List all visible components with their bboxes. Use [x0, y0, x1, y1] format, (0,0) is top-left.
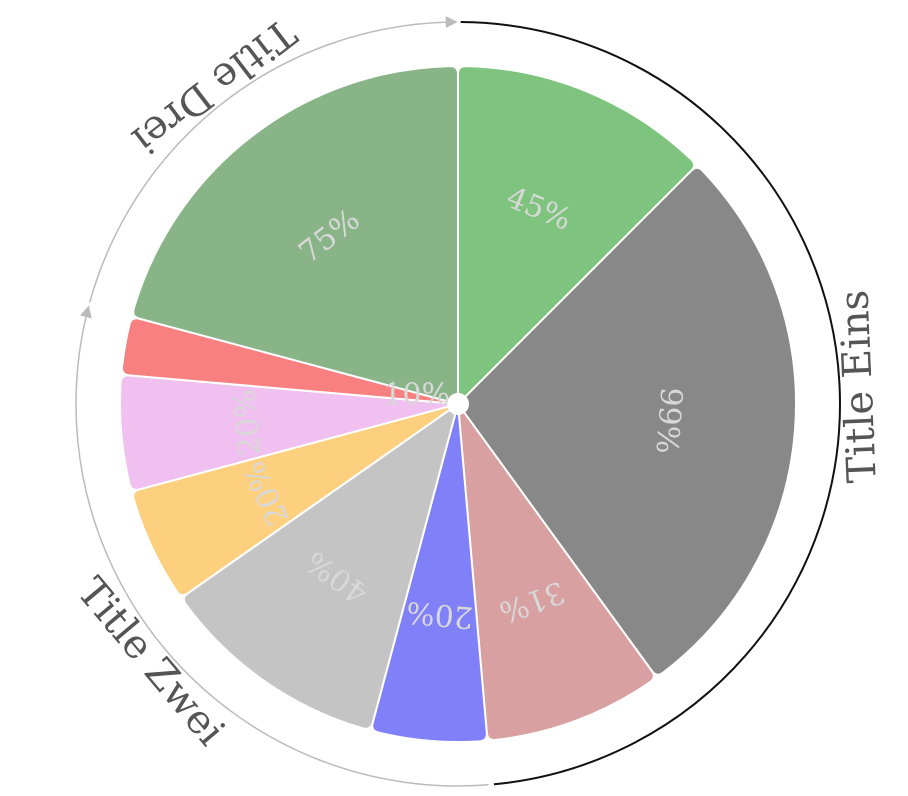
group-title-0: Title Eins [831, 289, 885, 484]
slice-value-label: 10% [383, 378, 450, 413]
group-arc-2 [88, 16, 458, 303]
slice-value-label: 99% [648, 386, 688, 455]
group-arcs [75, 16, 841, 787]
slice-value-label: 20% [227, 388, 268, 457]
pie-slices [119, 65, 797, 743]
group-arc-0 [460, 21, 841, 786]
slice-value-label: 20% [405, 594, 474, 635]
pie-slice-2-0 [132, 65, 459, 403]
group-arc-1 [75, 305, 489, 787]
